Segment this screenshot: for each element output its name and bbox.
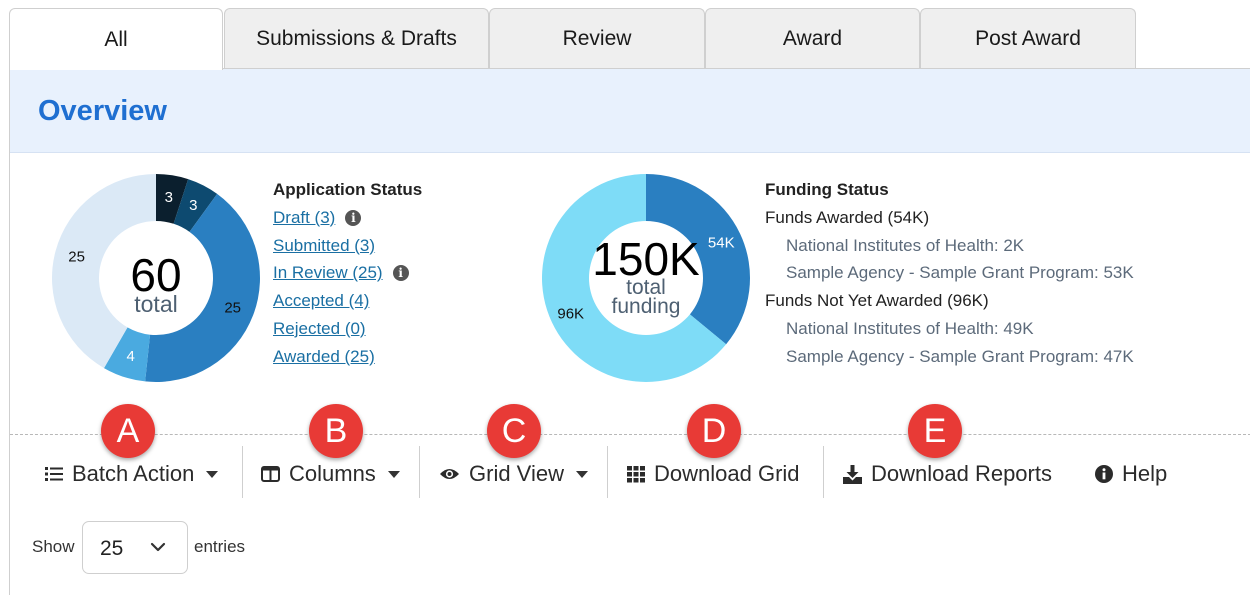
funding-status-slice-label: 96K (557, 305, 584, 322)
columns-button[interactable]: Columns (261, 450, 400, 498)
tab-bar: All Submissions & Drafts Review Award Po… (9, 8, 1250, 70)
marker-e: E (908, 404, 962, 458)
list-icon (45, 467, 63, 481)
application-status-slice-label: 3 (189, 197, 197, 214)
application-status-slice[interactable] (145, 193, 261, 382)
funding-status-legend: Funding Status Funds Awarded (54K) Nation… (765, 176, 1134, 371)
help-label: Help (1122, 461, 1168, 486)
toolbar-divider (607, 446, 608, 498)
funding-sub-line: National Institutes of Health: 2K (786, 235, 1025, 255)
funding-total-value: 150K (592, 233, 700, 285)
status-item: Submitted (3) (273, 232, 422, 260)
help-button[interactable]: Help (1095, 450, 1167, 498)
status-link[interactable]: In Review (25) (273, 263, 383, 283)
status-link[interactable]: Submitted (3) (273, 235, 376, 255)
status-link[interactable]: Awarded (25) (273, 346, 375, 366)
application-total-label: total (134, 291, 177, 317)
marker-b: B (309, 404, 363, 458)
info-icon[interactable]: i (345, 209, 362, 226)
funding-status-chart: 54K 96K 150K total funding (542, 174, 750, 382)
grid-view-button[interactable]: Grid View (439, 450, 588, 498)
download-reports-button[interactable]: Download Reports (843, 450, 1052, 498)
chevron-down-icon (150, 542, 166, 552)
status-item: Draft (3) i (273, 204, 422, 232)
funding-line: Funds Awarded (54K) (765, 207, 930, 227)
marker-a: A (101, 404, 155, 458)
batch-action-button[interactable]: Batch Action (45, 450, 219, 498)
marker-d: D (687, 404, 741, 458)
show-label: Show (32, 537, 75, 556)
toolbar-divider (242, 446, 243, 498)
tab-panel: Overview 3 3 25 4 25 60 total Application St… (9, 68, 1250, 595)
marker-c: C (487, 404, 541, 458)
chevron-down-icon (206, 470, 219, 478)
chevron-down-icon (575, 470, 588, 478)
download-reports-label: Download Reports (871, 461, 1052, 486)
entries-select[interactable]: 25 (82, 521, 188, 574)
entries-label: entries (194, 537, 246, 556)
application-total-value: 60 (130, 249, 181, 301)
columns-icon (261, 466, 280, 482)
application-status-heading: Application Status (273, 180, 423, 199)
grid-icon (627, 466, 645, 483)
application-status-slice[interactable] (173, 179, 218, 232)
application-status-slice-label: 4 (126, 348, 134, 365)
eye-icon (440, 469, 459, 479)
status-link[interactable]: Rejected (0) (273, 318, 366, 338)
funding-funding-label: funding (612, 295, 681, 318)
download-grid-button[interactable]: Download Grid (627, 450, 800, 498)
entries-value: 25 (100, 537, 124, 560)
status-item: Accepted (4) (273, 287, 422, 315)
status-link[interactable]: Accepted (4) (273, 291, 370, 311)
application-status-slice[interactable] (104, 327, 151, 382)
application-status-slice-label: 25 (224, 299, 241, 316)
download-grid-label: Download Grid (654, 461, 800, 486)
application-status-legend: Application Status Draft (3) i Submitted (… (273, 176, 422, 371)
application-status-slice-label: 3 (165, 189, 173, 206)
toolbar-divider (823, 446, 824, 498)
funding-sub-line: Sample Agency - Sample Grant Program: 53… (786, 263, 1134, 283)
toolbar-divider (419, 446, 420, 498)
info-icon (1095, 465, 1113, 483)
funding-status-slice-label: 54K (708, 235, 735, 252)
tab-award[interactable]: Award (705, 8, 920, 69)
funding-total-label: total (626, 276, 666, 299)
download-icon (843, 464, 862, 484)
status-item: Awarded (25) (273, 343, 422, 371)
status-item: In Review (25) i (273, 259, 422, 287)
columns-label: Columns (289, 461, 376, 486)
application-status-slice-label: 25 (68, 249, 85, 266)
application-status-chart: 3 3 25 4 25 60 total (52, 174, 261, 382)
overview-title: Overview (38, 95, 167, 127)
chevron-down-icon (387, 470, 400, 478)
tab-submissions-drafts[interactable]: Submissions & Drafts (224, 8, 489, 69)
funding-sub-line: Sample Agency - Sample Grant Program: 47… (786, 346, 1134, 366)
tab-post-award[interactable]: Post Award (920, 8, 1136, 69)
funding-status-slice[interactable] (542, 174, 727, 382)
funding-sub-line: National Institutes of Health: 49K (786, 318, 1034, 338)
section-divider (10, 434, 1250, 435)
application-status-slice[interactable] (156, 174, 189, 224)
funding-status-slice[interactable] (646, 174, 750, 345)
status-link[interactable]: Draft (3) (273, 207, 336, 227)
overview-header: Overview (10, 69, 1250, 153)
info-icon[interactable]: i (392, 265, 409, 282)
grid-view-label: Grid View (469, 461, 564, 486)
tab-all[interactable]: All (9, 8, 223, 70)
funding-status-heading: Funding Status (765, 180, 889, 199)
status-item: Rejected (0) (273, 315, 422, 343)
funding-line: Funds Not Yet Awarded (96K) (765, 291, 989, 311)
batch-action-label: Batch Action (72, 461, 195, 486)
application-status-slice[interactable] (52, 174, 157, 369)
tab-review[interactable]: Review (489, 8, 705, 69)
